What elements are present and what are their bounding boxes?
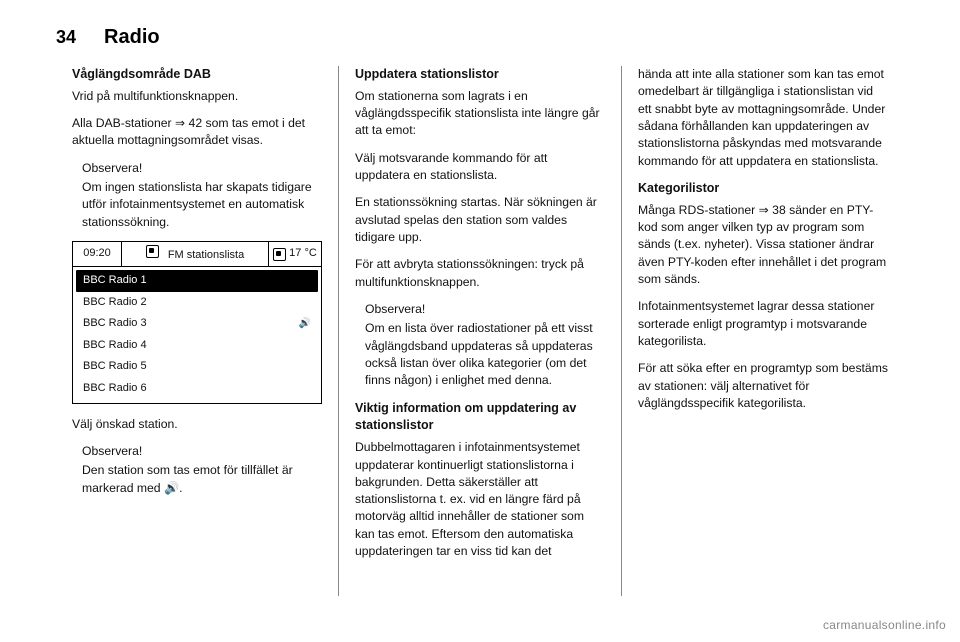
col1-p1: Vrid på multifunktionsknappen. bbox=[72, 88, 322, 105]
col3-p4: För att söka efter en programtyp som bes… bbox=[638, 360, 888, 412]
col2-obs-body: Om en lista över radiostationer på ett v… bbox=[365, 320, 605, 389]
column-1: Våglängdsområde DAB Vrid på multifunktio… bbox=[56, 66, 338, 596]
content-columns: Våglängdsområde DAB Vrid på multifunktio… bbox=[56, 66, 904, 596]
radio-item-0: BBC Radio 1 bbox=[76, 270, 318, 292]
col2-p1: Om stationerna som lagrats i en våglängd… bbox=[355, 88, 605, 140]
radio-list: BBC Radio 1 BBC Radio 2 BBC Radio 3 🔊 BB… bbox=[73, 267, 321, 403]
radio-screenshot: 09:20 FM stationslista 17 °C BBC Radio 1… bbox=[72, 241, 322, 404]
column-3: hända att inte alla stationer som kan ta… bbox=[621, 66, 904, 596]
col2-heading-2: Viktig information om uppdatering av sta… bbox=[355, 400, 605, 436]
temp-icon bbox=[273, 248, 286, 261]
col2-p2: Välj motsvarande kommando för att uppdat… bbox=[355, 150, 605, 185]
radio-item-4: BBC Radio 5 bbox=[76, 356, 318, 378]
col3-heading: Kategorilistor bbox=[638, 180, 888, 198]
radio-title: FM stationslista bbox=[122, 245, 268, 264]
column-2: Uppdatera stationslistor Om stationerna … bbox=[338, 66, 621, 596]
speaker-icon: 🔊 bbox=[299, 317, 311, 331]
watermark: carmanualsonline.info bbox=[823, 618, 946, 632]
col1-obs-body: Om ingen stationslista har skapats tidig… bbox=[82, 179, 322, 231]
radio-item-1: BBC Radio 2 bbox=[76, 292, 318, 314]
radio-item-3: BBC Radio 4 bbox=[76, 335, 318, 357]
col3-p3: Infotainmentsystemet lagrar dessa statio… bbox=[638, 298, 888, 350]
section-title: Radio bbox=[104, 26, 160, 49]
col1-p3: Välj önskad station. bbox=[72, 416, 322, 433]
col1-p2: Alla DAB-stationer ⇒ 42 som tas emot i d… bbox=[72, 115, 322, 150]
col2-p5: Dubbelmottagaren i infotainmentsystemet … bbox=[355, 439, 605, 560]
radio-item-5: BBC Radio 6 bbox=[76, 378, 318, 400]
radio-temp: 17 °C bbox=[268, 242, 321, 266]
radio-time: 09:20 bbox=[73, 242, 122, 266]
radio-item-2-label: BBC Radio 3 bbox=[83, 316, 147, 332]
col1-obs2-body: Den station som tas emot för tillfället … bbox=[82, 462, 322, 497]
col2-heading: Uppdatera stationslistor bbox=[355, 66, 605, 84]
radio-title-text: FM stationslista bbox=[168, 249, 244, 261]
radio-temp-text: 17 °C bbox=[289, 246, 317, 262]
col2-obs-title: Observera! bbox=[365, 302, 425, 316]
col1-obs-title: Observera! bbox=[82, 161, 142, 175]
col1-obs2-title: Observera! bbox=[82, 444, 142, 458]
col3-p2: Många RDS-stationer ⇒ 38 sänder en PTY-k… bbox=[638, 202, 888, 289]
col3-p1: hända att inte alla stationer som kan ta… bbox=[638, 66, 888, 170]
col2-p4: För att avbryta stationssökningen: tryck… bbox=[355, 256, 605, 291]
col2-p3: En stationssökning startas. När sökninge… bbox=[355, 194, 605, 246]
page-number: 34 bbox=[56, 27, 76, 48]
fm-icon bbox=[146, 245, 159, 258]
radio-item-2: BBC Radio 3 🔊 bbox=[76, 313, 318, 335]
col1-heading: Våglängdsområde DAB bbox=[72, 66, 322, 84]
